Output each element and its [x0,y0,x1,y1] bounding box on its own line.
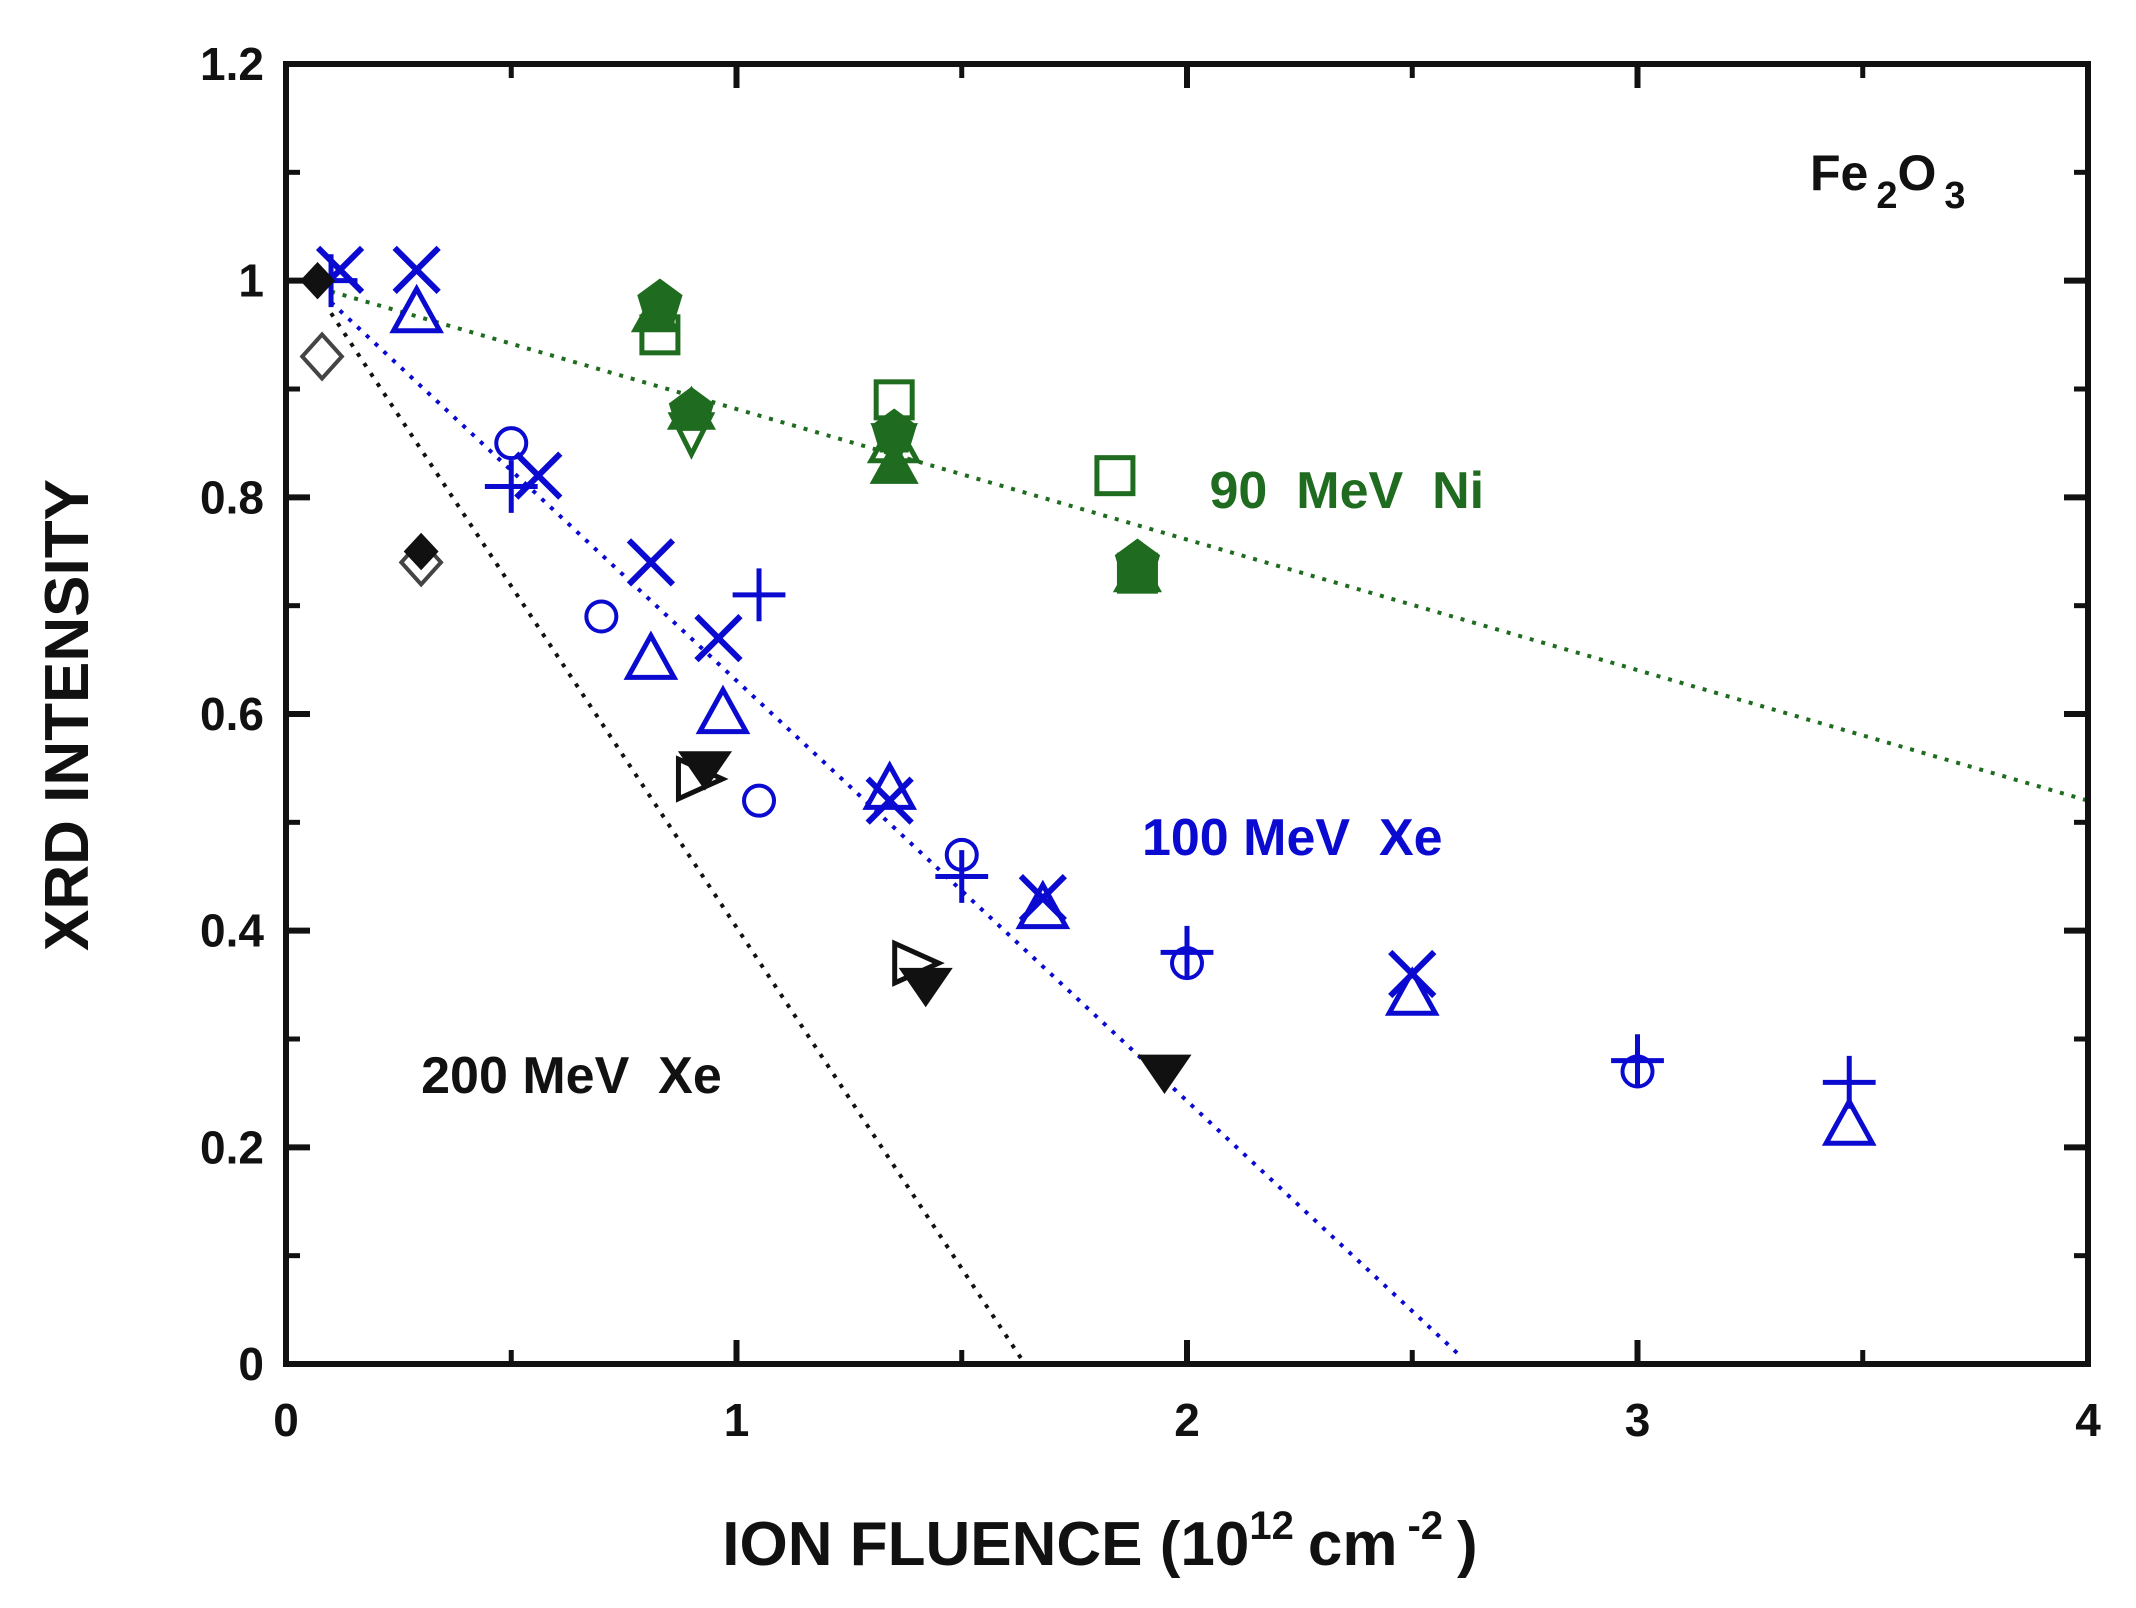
x-axis-title-exp: 12 [1249,1504,1294,1548]
series-annotations: 90 MeV Ni 100 MeV Xe 200 MeV Xe [421,462,1484,1105]
point-triangle-up [1821,1096,1877,1146]
point-circle [1620,1054,1655,1089]
axis-ticks [283,61,2091,1367]
point-circle [944,837,979,872]
x-axis-title: ION FLUENCE (1012 cm -2) [722,1504,1477,1579]
x-tick-label: 3 [1625,1394,1651,1446]
point-plus-marker [1160,925,1214,979]
x-axis-title-unit-exp: -2 [1407,1504,1443,1548]
point-x-marker [392,245,441,294]
series-annotation: 90 MeV Ni [1210,462,1485,520]
point-circle [584,599,619,634]
point-triangle-up [389,283,444,334]
x-tick-label: 0 [273,1394,299,1446]
point-plus-marker [935,850,989,903]
point-triangle-up [623,630,679,680]
point-triangle-up-filled [666,385,716,430]
y-tick-label: 0.4 [200,905,264,957]
point-circle [1170,946,1204,981]
x-tick-label: 1 [724,1394,750,1446]
series-annotation: 100 MeV Xe [1142,809,1443,867]
data-points [299,245,1877,1146]
point-circle [494,426,529,461]
point-triangle-right [892,939,945,987]
point-triangle-up [862,760,918,810]
point-triangle-up [695,684,751,735]
y-tick-label: 0 [238,1338,264,1390]
point-triangle-up [1015,879,1071,930]
y-tick-label: 0.6 [200,688,264,740]
y-tick-label: 0.8 [200,471,264,523]
point-plus-marker [484,460,538,513]
point-triangle-up [866,413,922,464]
point-diamond-filled [300,261,335,300]
point-x-marker [694,614,743,663]
point-plus-marker [1611,1034,1664,1088]
point-x-marker [514,451,563,500]
point-triangle-right [675,755,729,803]
point-diamond-filled [403,532,439,571]
point-x-stroke [392,245,441,294]
point-plus-marker [732,568,786,622]
point-triangle-down [667,412,716,460]
series-annotation: 200 MeV Xe [421,1047,722,1105]
sample-label-base: Fe [1810,145,1868,201]
fit-line [329,300,1459,1355]
fit-line [330,289,2089,803]
y-tick-label: 1.2 [200,38,264,90]
point-square [639,314,681,356]
point-x-stroke [514,451,563,500]
point-triangle-up [1384,966,1440,1016]
point-x-marker [626,538,676,587]
point-x-stroke [626,538,676,587]
point-x-stroke [865,776,914,825]
point-triangle-down-filled [1137,1054,1192,1094]
point-triangle-down [870,423,919,471]
fit-lines [329,289,2089,1366]
sample-label-sub1: 2 [1876,175,1897,217]
point-diamond [299,331,345,382]
y-tick-label: 0.2 [200,1121,264,1173]
point-square [1116,552,1158,594]
point-square [1094,455,1136,497]
x-tick-label: 2 [1174,1394,1200,1446]
point-plus-marker [1822,1055,1876,1109]
point-x-marker [865,776,914,825]
x-axis-title-unit: cm [1308,1510,1398,1579]
y-axis-title: XRD INTENSITY [33,479,102,951]
point-x-stroke [694,614,743,663]
sample-label-sub2: 3 [1944,175,1965,217]
tick-labels: 0 0.2 0.4 0.6 0.8 1 1.2 0 1 2 3 4 [200,38,2101,1446]
x-axis-title-close: ) [1457,1510,1478,1579]
fit-line [329,312,1027,1366]
x-tick-label: 4 [2075,1394,2101,1446]
sample-label-mid: O [1898,145,1937,201]
sample-label: Fe 2O 3 [1810,145,1966,217]
y-tick-label: 1 [238,255,264,307]
plot-frame [283,61,2091,1367]
point-circle [742,783,777,818]
x-axis-title-main: ION FLUENCE (10 [722,1510,1249,1579]
